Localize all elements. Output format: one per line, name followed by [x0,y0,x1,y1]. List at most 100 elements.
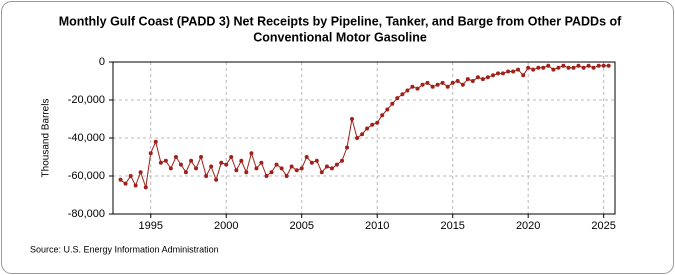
x-tick-label: 2010 [365,220,389,232]
data-point [289,164,294,169]
data-point [334,162,339,167]
data-point [571,65,576,70]
y-tick-label: 0 [99,56,105,68]
data-point [425,80,430,85]
y-axis-label: Thousand Barrels [41,99,52,178]
data-point [420,82,425,87]
data-point [319,170,324,175]
data-point [219,160,224,165]
data-point [390,101,395,106]
y-tick-label: -60,000 [68,170,105,182]
data-point [239,158,244,163]
data-point [561,63,566,68]
data-point [204,174,209,178]
data-point [178,162,183,167]
data-point [249,151,254,156]
source-note: Source: U.S. Energy Information Administ… [30,244,219,254]
x-tick-label: 2015 [440,220,464,232]
data-point [586,63,591,68]
data-point [405,88,410,93]
data-point [470,79,475,83]
data-point [526,65,531,70]
data-point [395,96,400,101]
data-point [375,120,380,125]
data-point [596,63,601,68]
data-point [465,77,470,82]
data-point [309,160,314,165]
data-point [340,158,345,163]
data-point [264,174,269,178]
data-point [324,164,329,169]
data-point [118,177,123,182]
data-point [430,84,435,89]
data-point [506,69,511,74]
data-point [556,65,561,70]
data-point [455,79,460,83]
data-point [370,122,375,127]
data-point [294,168,299,173]
data-point [536,65,541,70]
data-point [606,63,611,68]
data-point [491,73,496,78]
data-point [329,166,334,171]
data-point [480,77,485,82]
data-point [475,75,480,80]
data-point [450,80,455,85]
data-point [259,160,264,165]
data-point [314,158,319,163]
data-point [158,160,163,165]
data-point [365,126,370,131]
data-point [440,80,445,85]
data-point [189,158,194,163]
data-point [163,158,168,163]
y-tick-label: -80,000 [68,208,105,220]
chart-title: Monthly Gulf Coast (PADD 3) Net Receipts… [59,14,622,28]
x-tick-label: 2025 [591,220,615,232]
data-point [511,69,516,74]
data-point [551,67,556,72]
x-tick-label: 2020 [516,220,540,232]
data-point [229,155,234,159]
data-point [576,63,581,68]
data-point [299,166,304,171]
y-tick-label: -40,000 [68,132,105,144]
data-point [445,84,450,89]
data-point [400,92,405,97]
data-point [485,75,490,80]
data-point [244,170,249,175]
data-point [355,136,360,140]
data-point [279,166,284,171]
data-point [234,168,239,173]
data-point [304,155,309,159]
data-point [516,67,521,72]
data-point [415,86,420,91]
data-point [581,65,586,70]
data-point [531,67,536,72]
data-point [274,162,279,167]
data-point [138,170,143,175]
data-point [269,170,274,175]
data-point [168,166,173,171]
data-point [601,63,606,68]
data-point [566,65,571,70]
chart-title: Conventional Motor Gasoline [253,30,427,44]
x-tick-label: 2000 [214,220,238,232]
data-point [435,82,440,87]
data-point [214,177,219,182]
data-point [345,145,350,150]
data-point [143,185,148,190]
x-tick-label: 1995 [139,220,163,232]
data-point [495,71,500,76]
data-point [284,174,289,178]
data-point [360,132,365,137]
data-point [194,166,199,171]
data-point [209,164,214,169]
x-tick-label: 2005 [289,220,313,232]
y-tick-label: -20,000 [68,94,105,106]
data-point [500,71,505,76]
data-point [380,113,385,118]
data-point [123,181,128,186]
data-point [541,65,546,70]
data-point [199,155,204,159]
